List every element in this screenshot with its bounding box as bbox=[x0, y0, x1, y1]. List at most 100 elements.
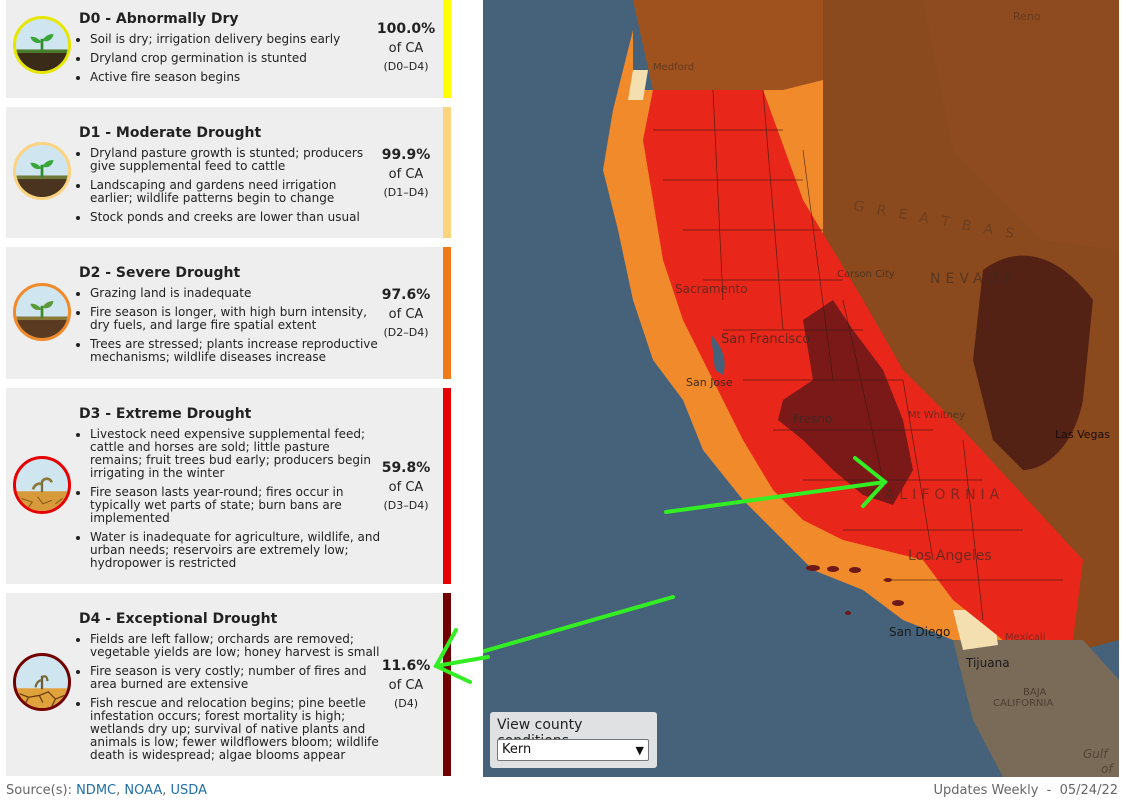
impact-item: Landscaping and gardens need irrigation … bbox=[90, 179, 382, 205]
legend-d1-panel: D1 - Moderate Drought Dryland pasture gr… bbox=[6, 107, 451, 238]
legend-title: D2 - Severe Drought bbox=[79, 265, 241, 281]
source-prefix: Source(s): bbox=[6, 783, 77, 798]
coverage-percent: 97.6% bbox=[381, 287, 431, 303]
channel-islands bbox=[806, 565, 904, 615]
impact-item: Active fire season begins bbox=[90, 71, 382, 84]
legend-d0-panel: D0 - Abnormally Dry Soil is dry; irrigat… bbox=[6, 0, 451, 98]
impact-list: Grazing land is inadequate Fire season i… bbox=[76, 287, 382, 370]
map-label-sacramento: Sacramento bbox=[675, 282, 748, 296]
legend-title: D4 - Exceptional Drought bbox=[79, 611, 278, 627]
map-label-tijuana: Tijuana bbox=[965, 656, 1010, 670]
coverage-range: (D3–D4) bbox=[383, 499, 429, 512]
sprout-icon bbox=[13, 16, 71, 74]
impact-item: Stock ponds and creeks are lower than us… bbox=[90, 211, 382, 224]
source-link-usda[interactable]: USDA bbox=[170, 783, 207, 798]
impact-item: Fire season lasts year-round; fires occu… bbox=[90, 486, 382, 525]
coverage-of-label: of CA bbox=[388, 167, 424, 182]
chevron-down-icon: ▼ bbox=[635, 744, 644, 757]
map-label-mt-whitney: Mt Whitney bbox=[908, 410, 965, 421]
map-label-gulf-2: of bbox=[1101, 762, 1114, 776]
legend-title: D3 - Extreme Drought bbox=[79, 406, 252, 422]
impact-item: Water is inadequate for agriculture, wil… bbox=[90, 531, 382, 570]
impact-item: Dryland pasture growth is stunted; produ… bbox=[90, 147, 382, 173]
impact-item: Fire season is very costly; number of fi… bbox=[90, 665, 382, 691]
legend-title: D0 - Abnormally Dry bbox=[79, 11, 239, 27]
california-d0-north bbox=[628, 70, 648, 100]
map-label-san-jose: San Jose bbox=[686, 376, 733, 389]
california-d4 bbox=[778, 300, 913, 505]
sprout-icon bbox=[13, 283, 71, 341]
map-label-gulf-1: Gulf bbox=[1083, 747, 1109, 761]
category-color-bar bbox=[443, 388, 451, 584]
source-link-noaa[interactable]: NOAA bbox=[124, 783, 163, 798]
impact-item: Fields are left fallow; orchards are rem… bbox=[90, 633, 382, 659]
map-label-california: CALIFORNIA bbox=[870, 487, 1004, 503]
map-label-las-vegas: Las Vegas bbox=[1055, 428, 1110, 441]
impact-item: Fish rescue and relocation begins; pine … bbox=[90, 697, 382, 762]
update-info: Updates Weekly - 05/24/22 bbox=[933, 783, 1118, 798]
coverage-stat: 100.0% of CA (D0–D4) bbox=[376, 20, 436, 75]
map-label-san-diego: San Diego bbox=[889, 625, 950, 639]
impact-list: Dryland pasture growth is stunted; produ… bbox=[76, 147, 382, 230]
impact-list: Soil is dry; irrigation delivery begins … bbox=[76, 33, 382, 90]
impact-item: Grazing land is inadequate bbox=[90, 287, 382, 300]
impact-list: Fields are left fallow; orchards are rem… bbox=[76, 633, 382, 768]
drought-map[interactable]: Medford Reno Sacramento San Francisco Sa… bbox=[483, 0, 1119, 777]
annotation-arrowhead-d4 bbox=[433, 628, 490, 684]
coverage-range: (D4) bbox=[393, 697, 419, 710]
source-separator: , bbox=[162, 783, 171, 798]
source-footer: Source(s): NDMC, NOAA, USDA bbox=[6, 783, 207, 798]
impact-item: Fire season is longer, with high burn in… bbox=[90, 306, 382, 332]
coverage-percent: 11.6% bbox=[381, 658, 431, 674]
coverage-range: (D2–D4) bbox=[383, 326, 429, 339]
coverage-stat: 59.8% of CA (D3–D4) bbox=[376, 459, 436, 514]
map-canvas[interactable]: Medford Reno Sacramento San Francisco Sa… bbox=[483, 0, 1119, 777]
coverage-of-label: of CA bbox=[388, 480, 424, 495]
annotation-arrow-kern bbox=[664, 456, 888, 514]
coverage-stat: 99.9% of CA (D1–D4) bbox=[376, 146, 436, 201]
cracked-earth-icon bbox=[13, 653, 71, 711]
baja-land bbox=[953, 640, 1119, 777]
oregon-region bbox=[633, 0, 823, 90]
category-color-bar bbox=[443, 247, 451, 379]
coverage-of-label: of CA bbox=[388, 41, 424, 56]
source-separator: , bbox=[116, 783, 125, 798]
map-label-carson-city: Carson City bbox=[837, 269, 895, 280]
coverage-percent: 59.8% bbox=[381, 460, 431, 476]
county-lines bbox=[653, 89, 1063, 621]
category-color-bar bbox=[443, 593, 451, 776]
county-select[interactable]: Kern ▼ bbox=[497, 739, 649, 761]
coverage-range: (D1–D4) bbox=[383, 186, 429, 199]
category-color-bar bbox=[443, 107, 451, 238]
great-basin-dark bbox=[973, 255, 1093, 470]
map-label-baja-2: CALIFORNIA bbox=[993, 698, 1053, 709]
map-label-reno: Reno bbox=[1013, 10, 1041, 23]
map-label-mexicali: Mexicali bbox=[1005, 632, 1045, 643]
map-label-los-angeles: Los Angeles bbox=[908, 548, 992, 564]
wilted-sprout-icon bbox=[13, 456, 71, 514]
coverage-of-label: of CA bbox=[388, 678, 424, 693]
legend-title: D1 - Moderate Drought bbox=[79, 125, 262, 141]
county-selector-panel: View county conditions Kern ▼ bbox=[490, 712, 657, 768]
coverage-of-label: of CA bbox=[388, 307, 424, 322]
northeast-region bbox=[923, 0, 1119, 250]
legend-d3-panel: D3 - Extreme Drought Livestock need expe… bbox=[6, 388, 451, 584]
coverage-percent: 100.0% bbox=[376, 21, 436, 37]
map-label-san-francisco: San Francisco bbox=[721, 332, 810, 347]
annotation-arrow-d4 bbox=[483, 595, 675, 654]
impact-list: Livestock need expensive supplemental fe… bbox=[76, 428, 382, 576]
coverage-range: (D0–D4) bbox=[383, 60, 429, 73]
coverage-percent: 99.9% bbox=[381, 147, 431, 163]
coverage-stat: 97.6% of CA (D2–D4) bbox=[376, 286, 436, 341]
category-color-bar bbox=[443, 0, 451, 98]
legend-d2-panel: D2 - Severe Drought Grazing land is inad… bbox=[6, 247, 451, 379]
legend-d4-panel: D4 - Exceptional Drought Fields are left… bbox=[6, 593, 451, 776]
source-link-ndmc[interactable]: NDMC bbox=[76, 783, 117, 798]
map-label-nevada: NEVADA bbox=[930, 271, 1018, 287]
impact-item: Trees are stressed; plants increase repr… bbox=[90, 338, 382, 364]
sf-bay bbox=[711, 335, 725, 375]
map-label-baja-1: BAJA bbox=[1023, 687, 1046, 698]
impact-item: Soil is dry; irrigation delivery begins … bbox=[90, 33, 382, 46]
coverage-stat: 11.6% of CA (D4) bbox=[376, 657, 436, 712]
impact-item: Livestock need expensive supplemental fe… bbox=[90, 428, 382, 480]
